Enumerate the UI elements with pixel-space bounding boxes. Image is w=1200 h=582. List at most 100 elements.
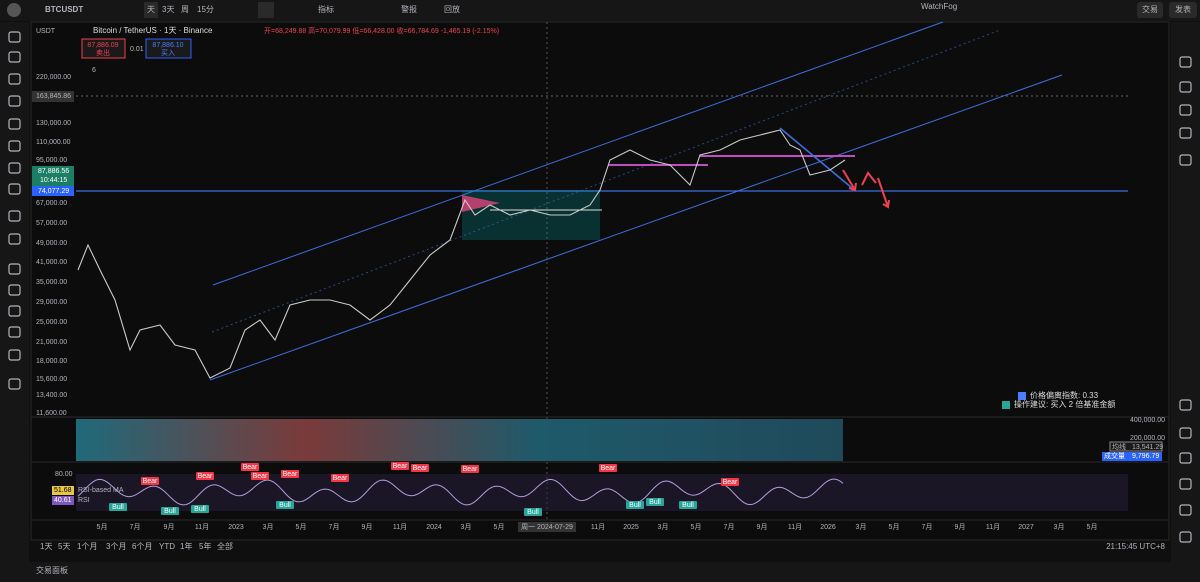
range-button[interactable]: 1个月 (77, 542, 97, 551)
vol-value: 9,796.79 (1132, 453, 1159, 460)
side-icon[interactable] (1179, 56, 1192, 68)
range-button[interactable]: YTD (159, 542, 175, 551)
side-icon[interactable] (1179, 399, 1192, 411)
signal-box (626, 501, 644, 509)
currency: USDT (36, 28, 56, 35)
trade-button[interactable] (1137, 2, 1163, 18)
side-icon[interactable] (1179, 504, 1192, 516)
signal-box (599, 464, 617, 472)
deviation: 价格偏离指数: 0.33 (1030, 390, 1099, 400)
price-path (77, 129, 846, 379)
avatar[interactable] (7, 3, 21, 17)
time-label: 9月 (362, 523, 373, 531)
symbol[interactable]: BTCUSDT (45, 5, 83, 14)
range-button[interactable]: 3个月 (106, 542, 126, 551)
panel-tab[interactable]: 交易面板 (36, 565, 68, 575)
time-label: 7月 (329, 523, 340, 531)
tool-icon[interactable] (8, 95, 21, 107)
qty: 0.01 (130, 46, 144, 53)
trend-line (779, 127, 853, 189)
side-icon[interactable] (1179, 478, 1192, 490)
tool-icon[interactable] (8, 210, 21, 222)
signal-box (281, 470, 299, 478)
signal-label: Bear (393, 463, 408, 470)
side-icon[interactable] (1179, 154, 1192, 166)
tool-icon[interactable] (8, 118, 21, 130)
tool-icon[interactable] (8, 378, 21, 390)
signal-box (721, 478, 739, 486)
interval[interactable]: 周 (181, 5, 189, 14)
replay[interactable]: 回放 (444, 4, 460, 14)
time-label: 2025 (623, 524, 639, 531)
sell-box[interactable] (81, 38, 126, 59)
time-label: 7月 (724, 523, 735, 531)
alert[interactable]: 警报 (401, 4, 417, 14)
interval[interactable]: 3天 (162, 5, 174, 14)
tool-icon[interactable] (8, 305, 21, 317)
sell: 卖出 (96, 48, 110, 57)
advice: 操作建议: 买入 2 倍基准金额 (1014, 399, 1115, 409)
signal-label: Bear (601, 465, 616, 472)
price-label: 130,000.00 (36, 120, 71, 127)
buy: 买入 (161, 49, 175, 57)
tool-icon[interactable] (8, 73, 21, 85)
price-label: 13,400.00 (36, 392, 67, 399)
user[interactable]: WatchFog (921, 2, 957, 11)
side-icon[interactable] (1179, 531, 1192, 543)
clock: 21:15:45 UTC+8 (1106, 542, 1165, 551)
price-label: 110,000.00 (36, 139, 71, 146)
price-label: 18,000.00 (36, 358, 67, 365)
ma-label: 均线 (1112, 442, 1126, 451)
tool-icon[interactable] (8, 349, 21, 361)
tool-icon[interactable] (8, 326, 21, 338)
side-icon[interactable] (1179, 81, 1192, 93)
buy-box[interactable] (145, 38, 192, 59)
trade[interactable]: 交易 (1142, 4, 1158, 14)
tool-icon[interactable] (8, 284, 21, 296)
tool-icon[interactable] (8, 140, 21, 152)
volume-profile (462, 190, 600, 240)
time-label: 11月 (986, 523, 1000, 531)
sell-price: 87,886.09 (87, 42, 118, 49)
tool-icon[interactable] (8, 263, 21, 275)
publish-button[interactable] (1169, 2, 1197, 18)
rsi-level: 80.00 (55, 471, 73, 478)
tool-icon[interactable] (8, 162, 21, 174)
price-label: 67,000.00 (36, 200, 67, 207)
signal-label: Bear (253, 473, 268, 480)
range-button[interactable]: 1年 (180, 541, 192, 551)
tool-icon[interactable] (8, 51, 21, 63)
range-button[interactable]: 1天 (40, 542, 52, 551)
tool-icon[interactable] (8, 233, 21, 245)
price-label: 57,000.00 (36, 220, 67, 227)
signal-box (241, 463, 259, 471)
publish[interactable]: 发表 (1175, 4, 1191, 14)
time-label: 3月 (263, 523, 274, 531)
side-icon[interactable] (1179, 452, 1192, 464)
signal-box (196, 472, 214, 480)
tool-icon[interactable] (8, 183, 21, 195)
range-button[interactable]: 5年 (199, 541, 211, 551)
side-icon[interactable] (1179, 427, 1192, 439)
interval-active (144, 2, 158, 18)
icon (1018, 392, 1026, 400)
range-button[interactable]: 5天 (58, 542, 70, 551)
chart-type[interactable] (258, 2, 274, 18)
time-label: 2023 (228, 524, 244, 531)
rsi-ma-label: RSI-based MA (78, 487, 124, 494)
signal-label: Bull (279, 502, 291, 509)
indicators[interactable]: 指标 (318, 4, 334, 14)
interval[interactable]: 天 (147, 5, 155, 14)
side-icon[interactable] (1179, 127, 1192, 139)
time-label: 3月 (1054, 523, 1065, 531)
price-label: 35,000.00 (36, 279, 67, 286)
tool-icon[interactable] (8, 31, 21, 43)
price-label: 25,000.00 (36, 319, 67, 326)
price-label: 11,600.00 (36, 410, 67, 417)
side-icon[interactable] (1179, 104, 1192, 116)
rsi-ma-value: 51.68 (54, 487, 72, 494)
interval[interactable]: 15分 (197, 5, 214, 14)
range-button[interactable]: 6个月 (132, 542, 152, 551)
arrows (842, 169, 890, 209)
range-button[interactable]: 全部 (217, 541, 233, 551)
